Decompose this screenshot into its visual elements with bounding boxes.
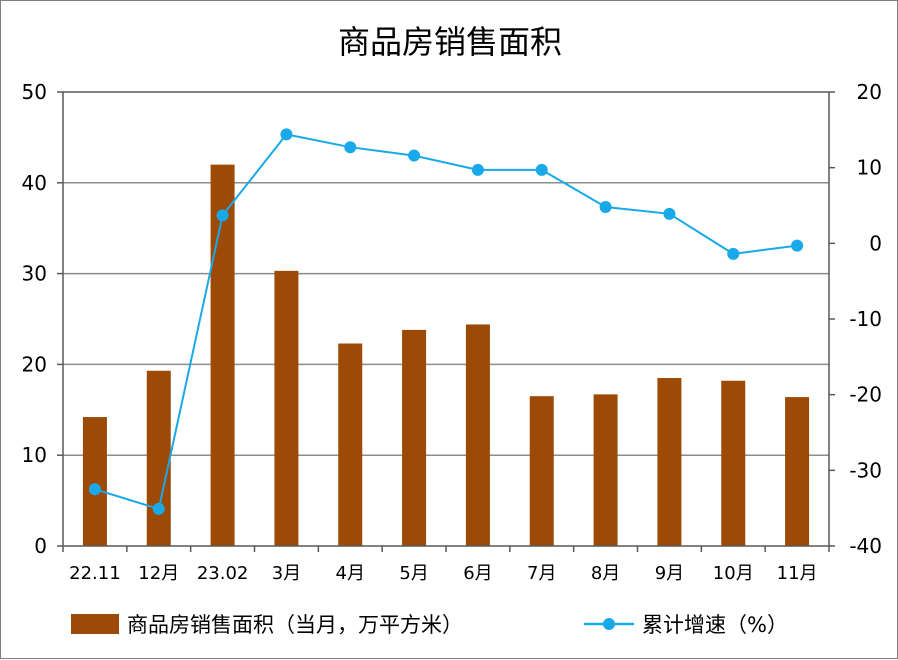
line-point — [88, 483, 101, 496]
line-point — [344, 141, 357, 154]
left-tick-label: 30 — [22, 262, 47, 286]
legend: 商品房销售面积（当月，万平方米） 累计增速（%） — [71, 613, 788, 637]
line-point — [535, 163, 548, 176]
line-point — [663, 207, 676, 220]
bar — [785, 397, 810, 546]
gridlines — [63, 182, 829, 456]
bar-series — [82, 164, 810, 546]
x-tick-label: 4月 — [336, 563, 365, 584]
x-tick-label: 9月 — [655, 563, 684, 584]
left-tick-label: 10 — [22, 443, 47, 467]
left-tick-label: 0 — [34, 534, 47, 558]
axes — [57, 91, 835, 552]
line-point — [280, 128, 293, 141]
x-tick-label: 22.11 — [69, 563, 121, 584]
legend-line-marker — [603, 618, 615, 630]
bar — [338, 343, 363, 546]
plot-area-border — [62, 91, 830, 547]
left-tick-label: 50 — [22, 80, 47, 104]
x-tick-label: 23.02 — [197, 563, 249, 584]
right-tick-label: 10 — [857, 156, 882, 180]
line-series — [88, 128, 804, 515]
line-point — [471, 163, 484, 176]
right-tick-label: -20 — [849, 383, 882, 407]
legend-bar-swatch — [71, 614, 119, 634]
x-tick-label: 3月 — [272, 563, 301, 584]
chart-title: 商品房销售面积 — [338, 23, 562, 61]
legend-line-label: 累计增速（%） — [642, 613, 788, 637]
x-axis-ticks: 22.11 12月 23.02 3月 4月 5月 6月 7月 8月 9月 10月 11月 — [69, 563, 817, 584]
x-tick-label: 5月 — [399, 563, 428, 584]
line-point — [791, 239, 804, 252]
line-path — [94, 133, 798, 511]
left-tick-label: 40 — [22, 171, 47, 195]
right-tick-label: -30 — [849, 458, 882, 482]
bar — [657, 378, 682, 546]
line-point — [216, 209, 229, 222]
bar — [593, 394, 618, 546]
bar — [529, 396, 554, 546]
bar — [274, 270, 299, 546]
left-tick-label: 20 — [22, 352, 47, 376]
x-tick-label: 12月 — [138, 563, 179, 584]
x-tick-label: 6月 — [463, 563, 492, 584]
bar — [82, 417, 107, 546]
legend-bar-label: 商品房销售面积（当月，万平方米） — [127, 613, 463, 637]
bar — [210, 164, 235, 546]
x-tick-label: 7月 — [527, 563, 556, 584]
line-point — [408, 149, 421, 162]
line-point — [152, 502, 165, 515]
right-tick-label: -40 — [849, 534, 882, 558]
bar — [465, 324, 490, 546]
left-axis-ticks: 0 10 20 30 40 50 — [22, 80, 47, 558]
right-tick-label: -10 — [849, 307, 882, 331]
line-point — [727, 247, 740, 260]
right-axis-ticks: -40 -30 -20 -10 0 10 20 — [849, 80, 882, 558]
line-point — [599, 201, 612, 214]
x-tick-label: 10月 — [713, 563, 754, 584]
bar — [721, 380, 746, 546]
x-tick-label: 11月 — [777, 563, 818, 584]
x-tick-label: 8月 — [591, 563, 620, 584]
right-tick-label: 20 — [857, 80, 882, 104]
right-tick-label: 0 — [869, 231, 882, 255]
bar — [402, 329, 427, 546]
bar — [146, 370, 171, 546]
